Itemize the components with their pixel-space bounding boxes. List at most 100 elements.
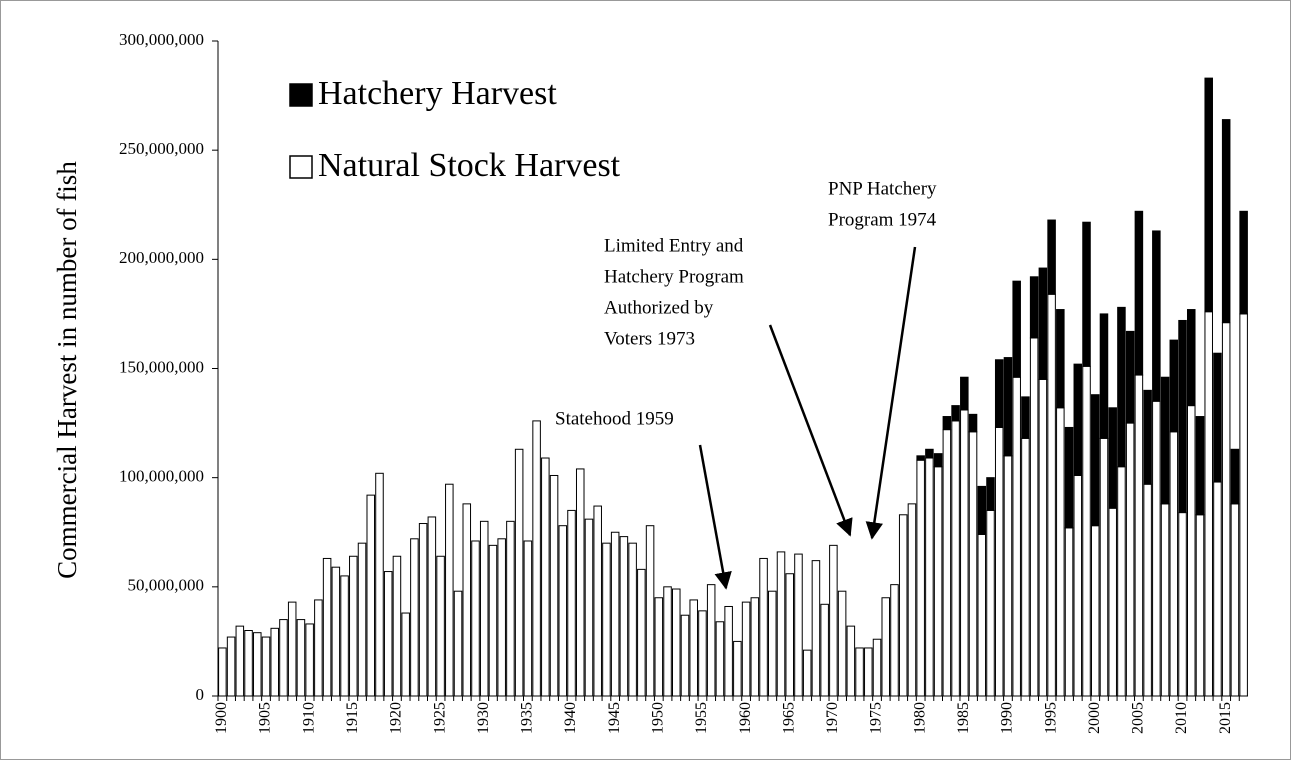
bar-segment <box>802 649 812 697</box>
bar-segment <box>244 630 253 697</box>
x-tick-label: 1945 <box>606 702 623 734</box>
x-tick-label: 1915 <box>344 702 361 734</box>
x-tick-label: 1970 <box>824 702 841 734</box>
bar-segment <box>593 505 602 697</box>
bar-segment <box>916 455 925 461</box>
bar-segment <box>680 614 690 697</box>
bar-segment <box>270 627 280 697</box>
bar-segment <box>933 453 943 468</box>
bar-segment <box>794 553 803 697</box>
bar-segment <box>925 457 934 697</box>
bar-segment <box>1239 210 1248 315</box>
bar-segment <box>1064 527 1074 697</box>
bar-segment <box>1221 119 1231 324</box>
y-axis-label: Commercial Harvest in number of fish <box>52 161 82 579</box>
bar-segment <box>1186 405 1196 697</box>
bar-segment <box>837 590 847 697</box>
y-tick-label: 200,000,000 <box>119 248 204 267</box>
bar-segment <box>558 525 568 697</box>
bar-segment <box>357 542 367 697</box>
x-tick-label: 2010 <box>1173 702 1190 734</box>
bar-segment <box>1090 525 1100 697</box>
bar-segment <box>488 544 498 697</box>
bar-segment <box>261 636 271 697</box>
bar-segment <box>1204 77 1213 313</box>
bar-segment <box>759 557 768 697</box>
bar-segment <box>549 474 559 697</box>
bar-segment <box>1073 363 1083 476</box>
bar-segment <box>1012 280 1021 378</box>
x-tick-label: 1955 <box>693 702 710 734</box>
bar-segment <box>1117 306 1126 468</box>
bar-segment <box>864 647 873 697</box>
bar-segment <box>951 405 960 422</box>
bar-segment <box>1186 309 1196 407</box>
x-tick-label: 1920 <box>388 702 405 734</box>
bar-segment <box>1064 426 1074 529</box>
x-tick-label: 2015 <box>1217 702 1234 734</box>
bar-segment <box>829 544 838 697</box>
bar-segment <box>977 533 987 697</box>
bar-segment <box>1152 230 1161 402</box>
legend-swatch <box>289 83 313 107</box>
annotation: Authorized by <box>604 297 714 318</box>
bar-segment <box>1117 466 1126 697</box>
bar-segment <box>768 590 777 697</box>
y-tick-label: 150,000,000 <box>119 357 204 376</box>
bar-segment <box>698 610 707 697</box>
bar-segment <box>1143 389 1152 485</box>
bar-segment <box>968 413 978 433</box>
bar-segment <box>305 623 314 697</box>
bar-segment <box>331 566 341 697</box>
bar-segment <box>942 416 952 431</box>
x-tick-label: 1975 <box>868 702 885 734</box>
x-tick-label: 1960 <box>737 702 754 734</box>
bar-segment <box>654 597 664 697</box>
bar-segment <box>1038 267 1048 380</box>
annotation: Hatchery Program <box>604 266 744 287</box>
bar-segment <box>1056 407 1065 697</box>
bar-segment <box>1160 503 1170 697</box>
bar-segment <box>715 621 725 697</box>
annotation: Voters 1973 <box>604 328 695 349</box>
bar-segment <box>226 636 236 697</box>
bar-segment <box>427 516 437 697</box>
bar-segment <box>410 538 419 697</box>
bar-segment <box>497 538 506 697</box>
x-tick-label: 1910 <box>300 702 317 734</box>
bar-segment <box>671 588 681 697</box>
x-tick-label: 1950 <box>649 702 666 734</box>
bar-segment <box>445 483 454 697</box>
x-tick-label: 1995 <box>1042 702 1059 734</box>
bar-segment <box>1230 503 1240 697</box>
bar-segment <box>637 568 646 697</box>
bar-segment <box>776 551 786 697</box>
annotation-arrow <box>865 246 917 540</box>
bar-segment <box>881 597 891 697</box>
bar-segment <box>322 557 332 697</box>
x-tick-label: 1980 <box>911 702 928 734</box>
bar-segment <box>645 525 655 697</box>
bar-segment <box>960 409 969 697</box>
bar-segment <box>279 619 288 697</box>
bar-segment <box>366 494 376 697</box>
bar-segment <box>235 625 245 697</box>
bar-segment <box>785 573 795 697</box>
bar-segment <box>1038 378 1048 697</box>
bar-segment <box>1029 337 1039 697</box>
legend-swatch <box>289 155 313 179</box>
bar-segment <box>479 520 489 697</box>
annotation-arrow <box>768 324 853 537</box>
x-tick-label: 2000 <box>1086 702 1103 734</box>
bar-segment <box>340 575 349 697</box>
bar-segment <box>846 625 856 697</box>
bar-segment <box>1195 514 1205 697</box>
bar-segment <box>567 509 576 697</box>
bar-segment <box>436 555 445 697</box>
bar-segment <box>1047 293 1056 697</box>
bar-segment <box>1169 431 1179 697</box>
bar-segment <box>1012 376 1021 697</box>
bar-segment <box>584 518 594 697</box>
bar-segment <box>392 555 402 697</box>
